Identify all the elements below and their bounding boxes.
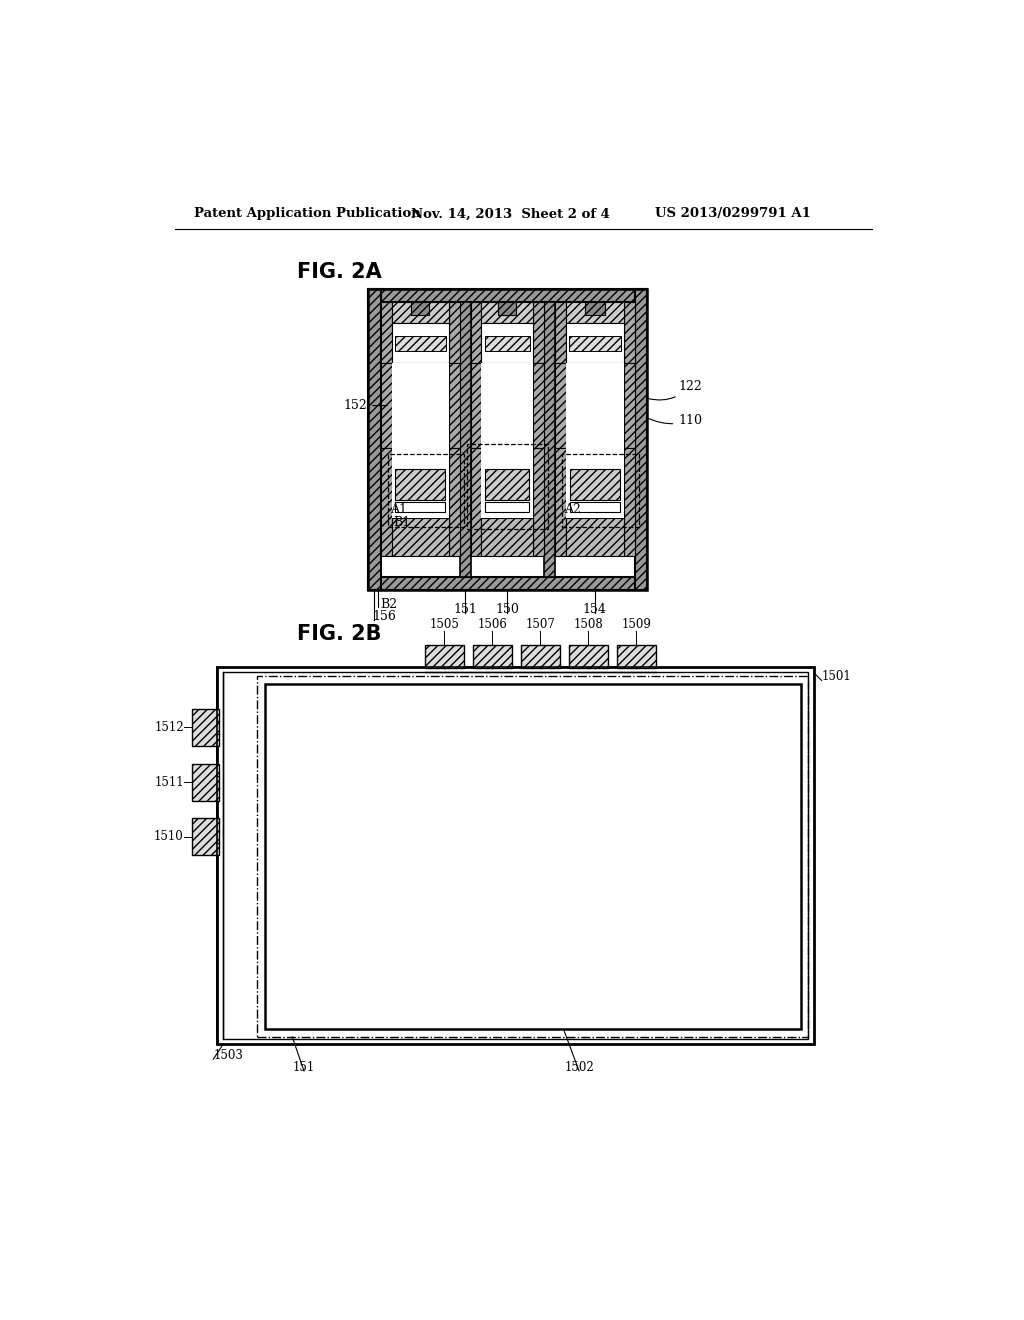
Text: Patent Application Publication: Patent Application Publication (194, 207, 421, 220)
Bar (481, 447, 534, 517)
Bar (381, 302, 391, 363)
Bar (569, 502, 621, 512)
Bar (534, 363, 544, 447)
Bar (425, 645, 464, 668)
Bar (569, 469, 621, 499)
Bar (381, 363, 391, 447)
Bar (471, 302, 544, 363)
Bar (555, 302, 566, 363)
Text: 1501: 1501 (821, 671, 851, 684)
Bar (191, 709, 219, 746)
Bar (257, 676, 809, 1038)
Bar (369, 289, 647, 302)
Text: 156: 156 (372, 610, 396, 623)
Text: 1503: 1503 (213, 1049, 243, 1063)
Bar (369, 289, 381, 590)
Bar (534, 302, 544, 363)
Bar (566, 517, 624, 556)
Text: 1512: 1512 (155, 721, 183, 734)
Bar (481, 517, 534, 556)
Text: 1507: 1507 (525, 618, 555, 631)
Text: 1511: 1511 (155, 776, 183, 788)
Text: US 2013/0299791 A1: US 2013/0299791 A1 (655, 207, 811, 220)
Bar (485, 502, 529, 512)
Text: B2: B2 (380, 598, 397, 611)
Text: 151: 151 (454, 603, 477, 615)
Bar (381, 447, 391, 556)
Text: 122: 122 (648, 380, 702, 400)
Bar (369, 289, 647, 590)
Bar (391, 447, 449, 517)
Bar (391, 517, 449, 556)
Bar (265, 684, 801, 1030)
Bar (471, 447, 481, 556)
Bar (460, 302, 471, 577)
Text: 1506: 1506 (477, 618, 507, 631)
Bar (449, 302, 460, 363)
Text: 1508: 1508 (573, 618, 603, 631)
Text: 150: 150 (495, 603, 519, 615)
Text: FIG. 2B: FIG. 2B (297, 624, 382, 644)
Text: 154: 154 (583, 603, 606, 615)
Bar (485, 469, 529, 499)
Bar (391, 323, 449, 363)
Bar (555, 447, 566, 556)
Bar (381, 302, 460, 363)
Bar (391, 363, 449, 447)
Text: 1510: 1510 (154, 830, 183, 843)
Bar (449, 363, 460, 447)
Bar (481, 302, 534, 323)
Bar (617, 645, 655, 668)
Text: 152: 152 (343, 399, 387, 412)
Bar (481, 363, 534, 447)
Bar (566, 323, 624, 363)
Bar (484, 335, 530, 351)
Text: 110: 110 (648, 414, 702, 428)
Text: 1505: 1505 (429, 618, 459, 631)
Bar (222, 672, 809, 1039)
Bar (566, 302, 624, 323)
Bar (586, 302, 604, 315)
Bar (624, 363, 635, 447)
Bar (473, 645, 512, 668)
Bar (544, 302, 555, 577)
Text: A2: A2 (564, 503, 582, 516)
Bar (566, 363, 624, 447)
Bar (369, 577, 647, 590)
Text: A1: A1 (390, 503, 407, 516)
Bar (217, 667, 814, 1044)
Bar (411, 302, 429, 315)
Bar (534, 447, 544, 556)
Bar (395, 502, 445, 512)
Text: 1509: 1509 (622, 618, 651, 631)
Bar (555, 363, 566, 447)
Bar (521, 645, 560, 668)
Bar (562, 454, 639, 527)
Bar (569, 335, 621, 351)
Bar (635, 289, 647, 590)
Bar (395, 469, 445, 499)
Text: 151: 151 (293, 1061, 315, 1074)
Bar (449, 447, 460, 556)
Text: B1: B1 (393, 516, 411, 529)
Bar (555, 302, 635, 363)
Bar (391, 302, 449, 323)
Bar (499, 302, 515, 315)
Bar (191, 818, 219, 855)
Bar (467, 444, 548, 529)
Bar (566, 447, 624, 517)
Text: FIG. 2A: FIG. 2A (297, 263, 382, 282)
Bar (388, 454, 464, 527)
Text: Nov. 14, 2013  Sheet 2 of 4: Nov. 14, 2013 Sheet 2 of 4 (411, 207, 609, 220)
Bar (191, 763, 219, 800)
Bar (481, 323, 534, 363)
Text: 1502: 1502 (564, 1061, 594, 1074)
Bar (394, 335, 445, 351)
Bar (471, 363, 481, 447)
Bar (624, 302, 635, 363)
Bar (569, 645, 607, 668)
Bar (471, 302, 481, 363)
Bar (624, 447, 635, 556)
